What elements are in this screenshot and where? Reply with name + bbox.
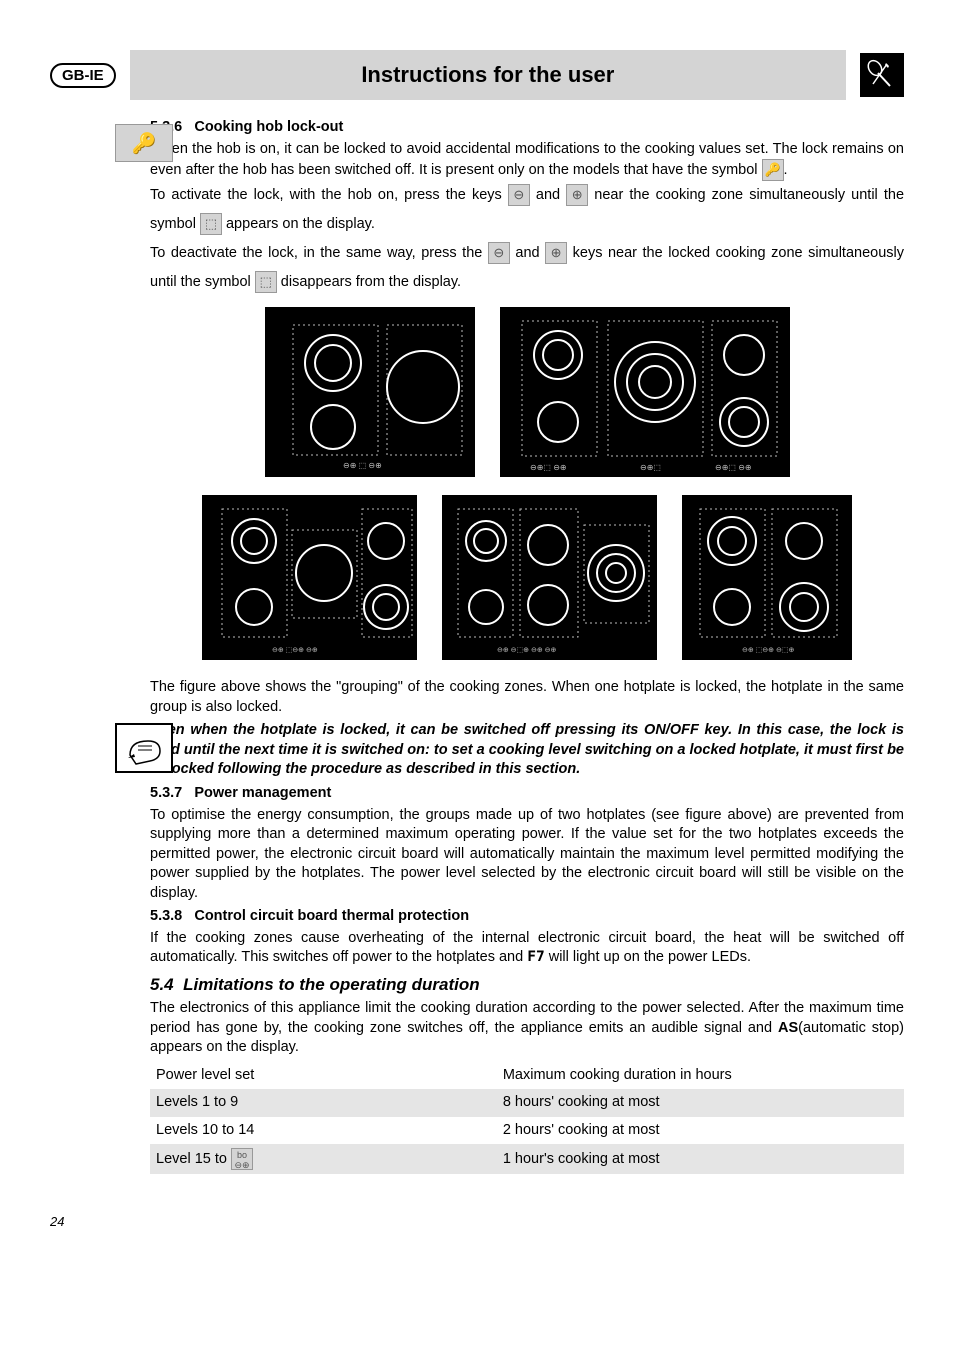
section-537-para: To optimise the energy consumption, the …: [150, 806, 904, 904]
diagram-caption: The figure above shows the "grouping" of…: [150, 678, 904, 717]
table-header-cell: Maximum cooking duration in hours: [497, 1062, 904, 1090]
section-number: 5.4: [150, 975, 174, 994]
page-title: Instructions for the user: [130, 50, 846, 100]
svg-text:⊖⊕⬚: ⊖⊕⬚: [640, 463, 661, 472]
section-number: 5.3.8: [150, 908, 182, 924]
plus-key-icon: ⊕: [566, 184, 588, 206]
table-row: Levels 1 to 9 8 hours' cooking at most: [150, 1089, 904, 1117]
svg-text:⊖⊕⬚ ⊖⊕: ⊖⊕⬚ ⊖⊕: [530, 463, 567, 472]
svg-text:⊖⊕ ⬚⊖⊕ ⊖⊕: ⊖⊕ ⬚⊖⊕ ⊖⊕: [272, 647, 318, 654]
section-537-heading: 5.3.7 Power management: [150, 784, 904, 804]
plus-key-icon: ⊕: [545, 242, 567, 264]
table-row: Level 15 to bo⊖⊕ 1 hour's cooking at mos…: [150, 1144, 904, 1174]
auto-stop-code: AS: [778, 1020, 798, 1036]
section-536-para2: To activate the lock, with the hob on, p…: [150, 181, 904, 239]
svg-text:⊖⊕ ⊖⬚⊕ ⊖⊕ ⊖⊕: ⊖⊕ ⊖⬚⊕ ⊖⊕ ⊖⊕: [497, 647, 557, 654]
minus-key-icon: ⊖: [488, 242, 510, 264]
hob-5zone-a-diagram: ⊖⊕ ⬚⊖⊕ ⊖⊕: [202, 495, 417, 660]
hob-diagrams-row1: ⊖⊕ ⬚ ⊖⊕ ⊖⊕⬚ ⊖⊕ ⊖⊕⬚ ⊖⊕⬚ ⊖⊕: [150, 307, 904, 477]
error-code: F7: [527, 949, 544, 965]
table-cell-level: Levels 10 to 14: [150, 1117, 497, 1145]
hob-diagrams-row2: ⊖⊕ ⬚⊖⊕ ⊖⊕ ⊖⊕ ⊖⬚⊕ ⊖⊕ ⊖⊕: [150, 495, 904, 660]
svg-text:⊖⊕ ⬚⊖⊕ ⊖⬚⊕: ⊖⊕ ⬚⊖⊕ ⊖⬚⊕: [742, 647, 794, 654]
section-536-para1: When the hob is on, it can be locked to …: [150, 140, 904, 182]
table-row: Levels 10 to 14 2 hours' cooking at most: [150, 1117, 904, 1145]
section-54-para: The electronics of this appliance limit …: [150, 999, 904, 1058]
spoon-icon: [860, 53, 904, 97]
lock-display-icon: ⬚: [255, 271, 277, 293]
boost-icon: bo⊖⊕: [231, 1148, 253, 1170]
lock-symbol-icon: 🔑: [762, 159, 784, 181]
minus-key-icon: ⊖: [508, 184, 530, 206]
table-cell-level: Level 15 to bo⊖⊕: [150, 1144, 497, 1174]
section-number: 5.3.7: [150, 785, 182, 801]
section-536-note: Even when the hotplate is locked, it can…: [150, 721, 904, 780]
page-number: 24: [50, 1214, 904, 1229]
hob-4zone-diagram: ⊖⊕⬚ ⊖⊕ ⊖⊕⬚ ⊖⊕⬚ ⊖⊕: [500, 307, 790, 477]
table-cell-level: Levels 1 to 9: [150, 1089, 497, 1117]
power-duration-table: Power level set Maximum cooking duration…: [150, 1062, 904, 1175]
hob-4zone-c-diagram: ⊖⊕ ⬚⊖⊕ ⊖⬚⊕: [682, 495, 852, 660]
svg-text:⊖⊕⬚ ⊖⊕: ⊖⊕⬚ ⊖⊕: [715, 463, 752, 472]
header-bar: GB-IE Instructions for the user: [50, 50, 904, 100]
key-margin-icon: 🔑: [115, 124, 173, 162]
section-54-heading: 5.4 Limitations to the operating duratio…: [150, 974, 904, 997]
section-536-heading: 5.3.6 Cooking hob lock-out: [150, 118, 904, 138]
section-title: Power management: [194, 785, 331, 801]
section-536-para3: To deactivate the lock, in the same way,…: [150, 239, 904, 297]
section-538-heading: 5.3.8 Control circuit board thermal prot…: [150, 907, 904, 927]
table-cell-duration: 8 hours' cooking at most: [497, 1089, 904, 1117]
table-cell-duration: 2 hours' cooking at most: [497, 1117, 904, 1145]
hob-3zone-diagram: ⊖⊕ ⬚ ⊖⊕: [265, 307, 475, 477]
table-header-cell: Power level set: [150, 1062, 497, 1090]
svg-text:⊖⊕ ⬚ ⊖⊕: ⊖⊕ ⬚ ⊖⊕: [343, 461, 382, 470]
lock-display-icon: ⬚: [200, 213, 222, 235]
section-title: Limitations to the operating duration: [183, 975, 480, 994]
section-title: Control circuit board thermal protection: [194, 908, 469, 924]
hob-5zone-b-diagram: ⊖⊕ ⊖⬚⊕ ⊖⊕ ⊖⊕: [442, 495, 657, 660]
table-header-row: Power level set Maximum cooking duration…: [150, 1062, 904, 1090]
table-cell-duration: 1 hour's cooking at most: [497, 1144, 904, 1174]
region-badge: GB-IE: [50, 63, 116, 88]
note-margin-icon: [115, 723, 173, 773]
section-538-para: If the cooking zones cause overheating o…: [150, 929, 904, 968]
section-title: Cooking hob lock-out: [194, 119, 343, 135]
